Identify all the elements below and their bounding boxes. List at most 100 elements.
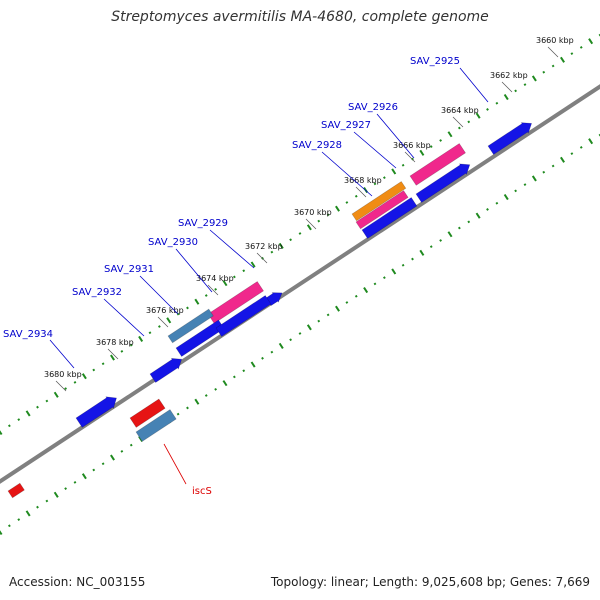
scale-tick (92, 368, 96, 372)
scale-tick (289, 338, 293, 342)
scale-tick (242, 369, 246, 373)
scale-tick (579, 46, 583, 49)
gene-label-sav-2925[interactable]: SAV_2925 (410, 56, 460, 67)
gene-label-leader (459, 67, 489, 103)
scale-tick (335, 205, 340, 212)
gene-label-leader (163, 443, 187, 485)
scale-tick (354, 194, 358, 198)
gene-sav2931-block[interactable] (167, 308, 214, 344)
scale-tick (204, 394, 208, 397)
gene-label-sav-2928[interactable]: SAV_2928 (292, 140, 342, 151)
scale-tick (53, 491, 59, 498)
scale-tick (542, 70, 546, 74)
scale-tick (579, 146, 583, 149)
gene-label-sav-2931[interactable]: SAV_2931 (104, 264, 154, 275)
scale-tick (373, 282, 377, 286)
gene-label-sav-2930[interactable]: SAV_2930 (148, 237, 198, 248)
scale-tick (101, 462, 105, 466)
gene-sav2928-block[interactable] (351, 181, 407, 222)
gene-sav2926-lower-block[interactable] (415, 163, 471, 203)
scale-tick (345, 201, 349, 204)
scale-label-leader (355, 186, 367, 198)
scale-label-leader (404, 151, 416, 163)
gene-label-sav-2929[interactable]: SAV_2929 (178, 218, 228, 229)
gene-label-sav-2926[interactable]: SAV_2926 (348, 102, 398, 113)
scale-tick (250, 261, 256, 268)
scale-label-leader (305, 218, 317, 230)
scale-tick (242, 269, 246, 273)
scale-tick (36, 405, 39, 409)
scale-tick (0, 528, 3, 536)
scale-tick (186, 406, 189, 410)
scale-tick (222, 380, 228, 387)
scale-tick (429, 145, 433, 149)
gene-label-iscs[interactable]: iscS (192, 486, 212, 497)
scale-tick (270, 250, 274, 254)
scale-tick-row-lower (0, 133, 600, 536)
scale-tick (214, 287, 218, 291)
gene-label-sav-2932[interactable]: SAV_2932 (72, 287, 122, 298)
gene-sav2926-block[interactable] (409, 143, 466, 186)
gene-sav2925-block[interactable] (487, 122, 533, 155)
scale-tick (53, 391, 59, 398)
scale-tick (439, 239, 443, 242)
scale-tick (467, 220, 471, 224)
gene-sav2929-small-block[interactable] (265, 292, 283, 307)
scale-tick (560, 156, 565, 163)
scale-label-leader (207, 284, 219, 296)
scale-tick (92, 468, 96, 472)
scale-tick (101, 362, 105, 366)
map-title: Streptomyces avermitilis MA-4680, comple… (111, 9, 489, 25)
gene-reverse-red-block[interactable] (129, 398, 166, 428)
scale-label: 3672 kbp (245, 242, 283, 251)
scale-tick (326, 213, 330, 217)
scale-tick (598, 33, 600, 37)
scale-tick (570, 52, 574, 55)
gene-reverse-small-red-block[interactable] (7, 482, 25, 499)
scale-label-leader (452, 116, 464, 128)
scale-tick (523, 83, 527, 87)
scale-tick (110, 454, 115, 461)
scale-tick (129, 443, 133, 447)
scale-tick (214, 387, 218, 391)
scale-tick (503, 193, 509, 201)
scale-tick (148, 331, 152, 335)
scale-tick (486, 208, 489, 211)
scale-tick (25, 410, 31, 417)
scale-tick (401, 163, 405, 167)
scale-tick (186, 306, 189, 310)
scale-tick (457, 126, 461, 130)
gene-sav2932-block[interactable] (149, 358, 183, 383)
scale-tick (531, 175, 537, 182)
scale-tick (382, 276, 386, 280)
scale-label-leader (256, 252, 268, 264)
scale-label: 3676 kbp (146, 306, 184, 315)
gene-label-sav-2934[interactable]: SAV_2934 (3, 329, 53, 340)
gene-iscs-block[interactable] (135, 409, 177, 442)
scale-tick (81, 473, 87, 480)
scale-tick (194, 298, 200, 305)
scale-tick (391, 268, 397, 275)
gene-sav2934-block[interactable] (75, 396, 117, 428)
scale-tick (391, 168, 397, 175)
scale-tick (598, 133, 600, 137)
gene-label-sav-2927[interactable]: SAV_2927 (321, 120, 371, 131)
scale-tick (204, 294, 208, 297)
scale-tick (475, 212, 481, 219)
scale-tick (326, 313, 330, 317)
scale-tick (551, 164, 555, 168)
scale-tick (495, 201, 499, 205)
gene-label-leader (139, 275, 179, 315)
scale-tick (138, 335, 144, 343)
scale-tick (250, 361, 256, 368)
gene-sav2929-lower-block[interactable] (215, 295, 272, 337)
gene-sav2929-block[interactable] (207, 281, 264, 324)
gene-sav2927-lower-block[interactable] (361, 197, 418, 239)
scale-tick (306, 324, 312, 331)
scale-tick (467, 120, 471, 124)
scale-tick (298, 232, 302, 235)
scale-tick (514, 89, 518, 93)
gene-sav2927-block[interactable] (355, 190, 409, 230)
scale-tick (25, 510, 31, 517)
scale-tick (523, 183, 527, 187)
